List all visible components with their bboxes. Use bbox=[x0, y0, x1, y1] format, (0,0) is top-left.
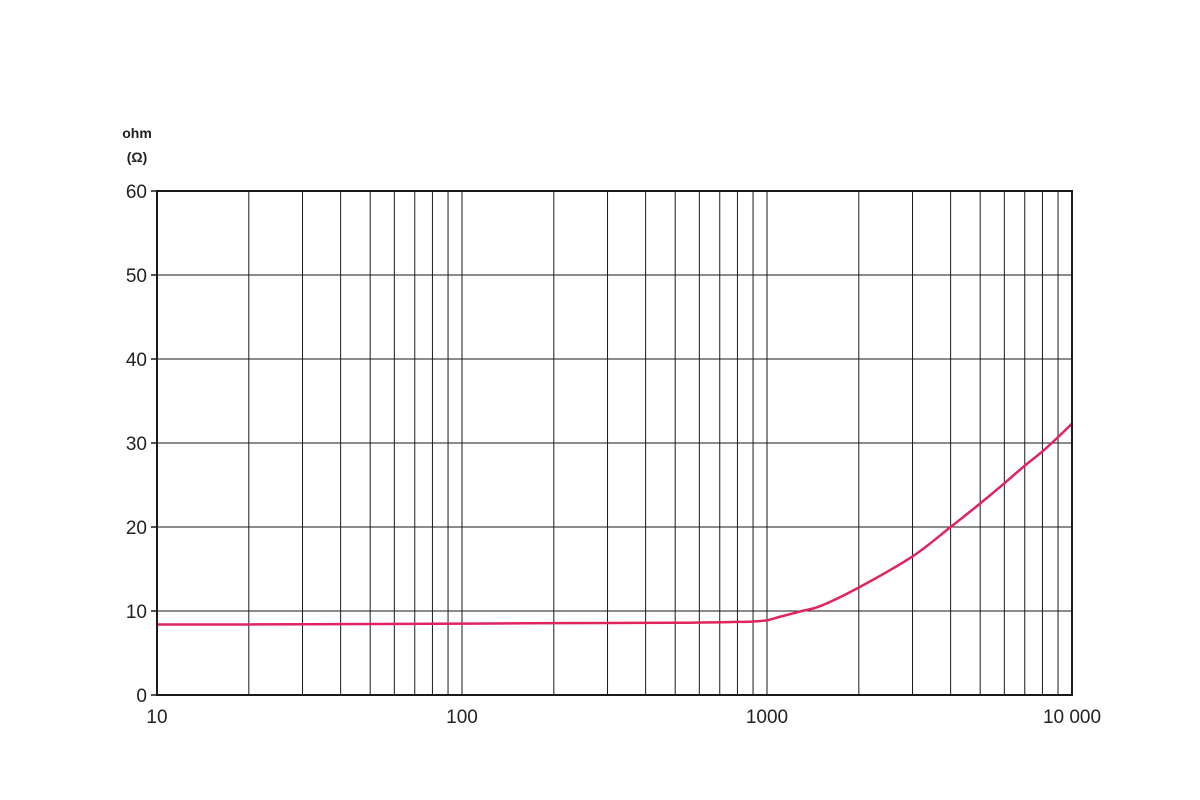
y-axis-label: ohm bbox=[122, 125, 152, 141]
x-tick-label: 1000 bbox=[746, 707, 788, 728]
x-tick-label: 100 bbox=[446, 707, 478, 728]
y-tick-label: 0 bbox=[136, 686, 147, 707]
y-tick-label: 60 bbox=[126, 182, 147, 203]
y-tick-label: 50 bbox=[126, 266, 147, 287]
x-tick-label: 10 000 bbox=[1043, 707, 1101, 728]
y-axis-unit: (Ω) bbox=[127, 149, 148, 165]
grid bbox=[157, 191, 1072, 695]
y-tick-label: 10 bbox=[126, 602, 147, 623]
y-tick-label: 30 bbox=[126, 434, 147, 455]
y-tick-label: 20 bbox=[126, 518, 147, 539]
plot-frame bbox=[156, 190, 1073, 696]
x-tick-label: 10 bbox=[146, 707, 167, 728]
y-tick-label: 40 bbox=[126, 350, 147, 371]
series-layer bbox=[156, 422, 1073, 626]
impedance-curve bbox=[156, 422, 1073, 626]
